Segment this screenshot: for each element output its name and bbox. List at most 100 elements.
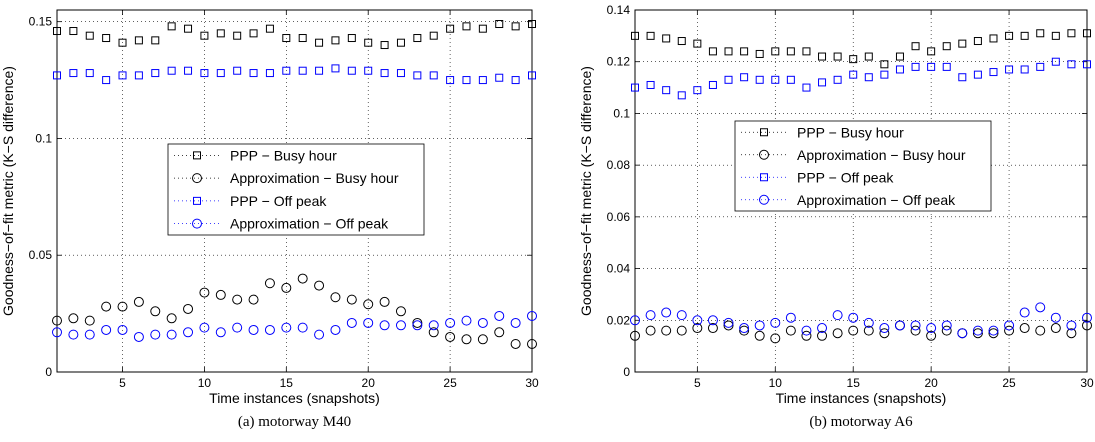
data-point — [755, 49, 764, 58]
data-point — [216, 69, 225, 78]
data-point — [53, 27, 61, 36]
data-point — [395, 306, 406, 317]
legend-entry: Approximation − Off peak — [797, 192, 956, 208]
data-point — [478, 76, 487, 85]
y-tick-label: 0.04 — [607, 262, 631, 276]
data-point — [413, 34, 422, 43]
data-point — [315, 38, 324, 47]
data-point — [1082, 312, 1092, 323]
data-point — [395, 320, 406, 331]
x-tick-label: 25 — [1002, 376, 1016, 390]
data-point — [661, 325, 672, 336]
data-point — [314, 329, 325, 340]
data-point — [817, 323, 828, 334]
data-point — [1066, 328, 1077, 339]
data-point — [52, 327, 62, 338]
data-point — [528, 20, 536, 29]
x-tick-label: 25 — [443, 376, 457, 390]
data-point — [134, 71, 143, 80]
data-point — [833, 75, 842, 84]
data-point — [785, 325, 796, 336]
legend-marker — [760, 173, 768, 182]
data-point — [989, 34, 998, 43]
data-point — [972, 328, 983, 339]
data-point — [832, 328, 843, 339]
data-point — [1019, 307, 1030, 318]
data-point — [200, 69, 209, 78]
legend-entry: PPP − Busy hour — [230, 147, 337, 163]
data-point — [1005, 65, 1014, 74]
data-point — [69, 69, 78, 78]
data-point — [832, 310, 843, 321]
y-tick-label: 0.05 — [29, 248, 53, 262]
data-point — [817, 330, 828, 341]
data-point — [52, 315, 62, 326]
data-point — [645, 310, 656, 321]
data-point — [723, 320, 734, 331]
legend: PPP − Busy hour Approximation − Busy hour… — [167, 143, 425, 236]
data-point — [265, 69, 274, 78]
data-point — [693, 86, 702, 95]
data-point — [183, 327, 194, 338]
x-tick-label: 30 — [525, 376, 539, 390]
data-point — [510, 317, 521, 328]
data-point — [166, 329, 177, 340]
data-point — [281, 282, 292, 293]
y-tick-label: 0.12 — [607, 55, 631, 69]
data-point — [754, 330, 765, 341]
data-point — [661, 307, 672, 318]
data-point — [69, 27, 78, 36]
data-point — [958, 39, 967, 48]
data-point — [770, 317, 781, 328]
data-point — [233, 31, 242, 40]
data-point — [708, 80, 717, 89]
legend-marker — [192, 173, 202, 184]
x-tick-label: 15 — [847, 376, 861, 390]
data-point — [281, 322, 292, 333]
chart-panel-1: 5 10 15 20 25 30 0 0.05 0.1 0.15 Time instances (s… — [0, 9, 539, 430]
data-point — [150, 306, 161, 317]
data-point — [102, 34, 111, 43]
data-point — [477, 317, 488, 328]
series-1 — [631, 29, 1091, 69]
data-point — [880, 70, 889, 79]
data-point — [662, 34, 671, 43]
data-point — [1067, 60, 1076, 69]
data-point — [445, 317, 456, 328]
data-point — [495, 20, 504, 29]
legend-entry: Approximation − Off peak — [230, 216, 389, 232]
data-point — [879, 328, 890, 339]
data-point — [200, 31, 209, 40]
legend-entry: PPP − Off peak — [230, 193, 327, 209]
data-point — [895, 52, 904, 61]
legend-marker — [759, 149, 769, 160]
data-point — [446, 76, 455, 85]
axes-box — [634, 9, 1088, 373]
data-point — [911, 42, 920, 51]
data-point — [364, 38, 373, 47]
data-point — [927, 62, 936, 71]
legend-entry: PPP − Busy hour — [797, 124, 904, 140]
data-point — [645, 325, 656, 336]
data-point — [462, 22, 471, 31]
data-point — [528, 71, 536, 80]
data-point — [248, 324, 259, 335]
data-point — [849, 70, 858, 79]
data-point — [676, 310, 687, 321]
data-point — [527, 338, 537, 349]
data-point — [68, 329, 79, 340]
data-point — [740, 47, 749, 56]
data-point — [707, 315, 718, 326]
x-tick-label: 20 — [362, 376, 376, 390]
data-point — [167, 66, 176, 75]
data-point — [199, 287, 210, 298]
data-point — [396, 38, 405, 47]
data-point — [232, 294, 243, 305]
data-point — [786, 47, 795, 56]
data-point — [184, 66, 193, 75]
data-point — [676, 325, 687, 336]
data-point — [53, 71, 61, 80]
legend: PPP − Busy hour Approximation − Busy hour… — [734, 120, 992, 212]
data-point — [1083, 60, 1091, 69]
data-point — [84, 315, 95, 326]
